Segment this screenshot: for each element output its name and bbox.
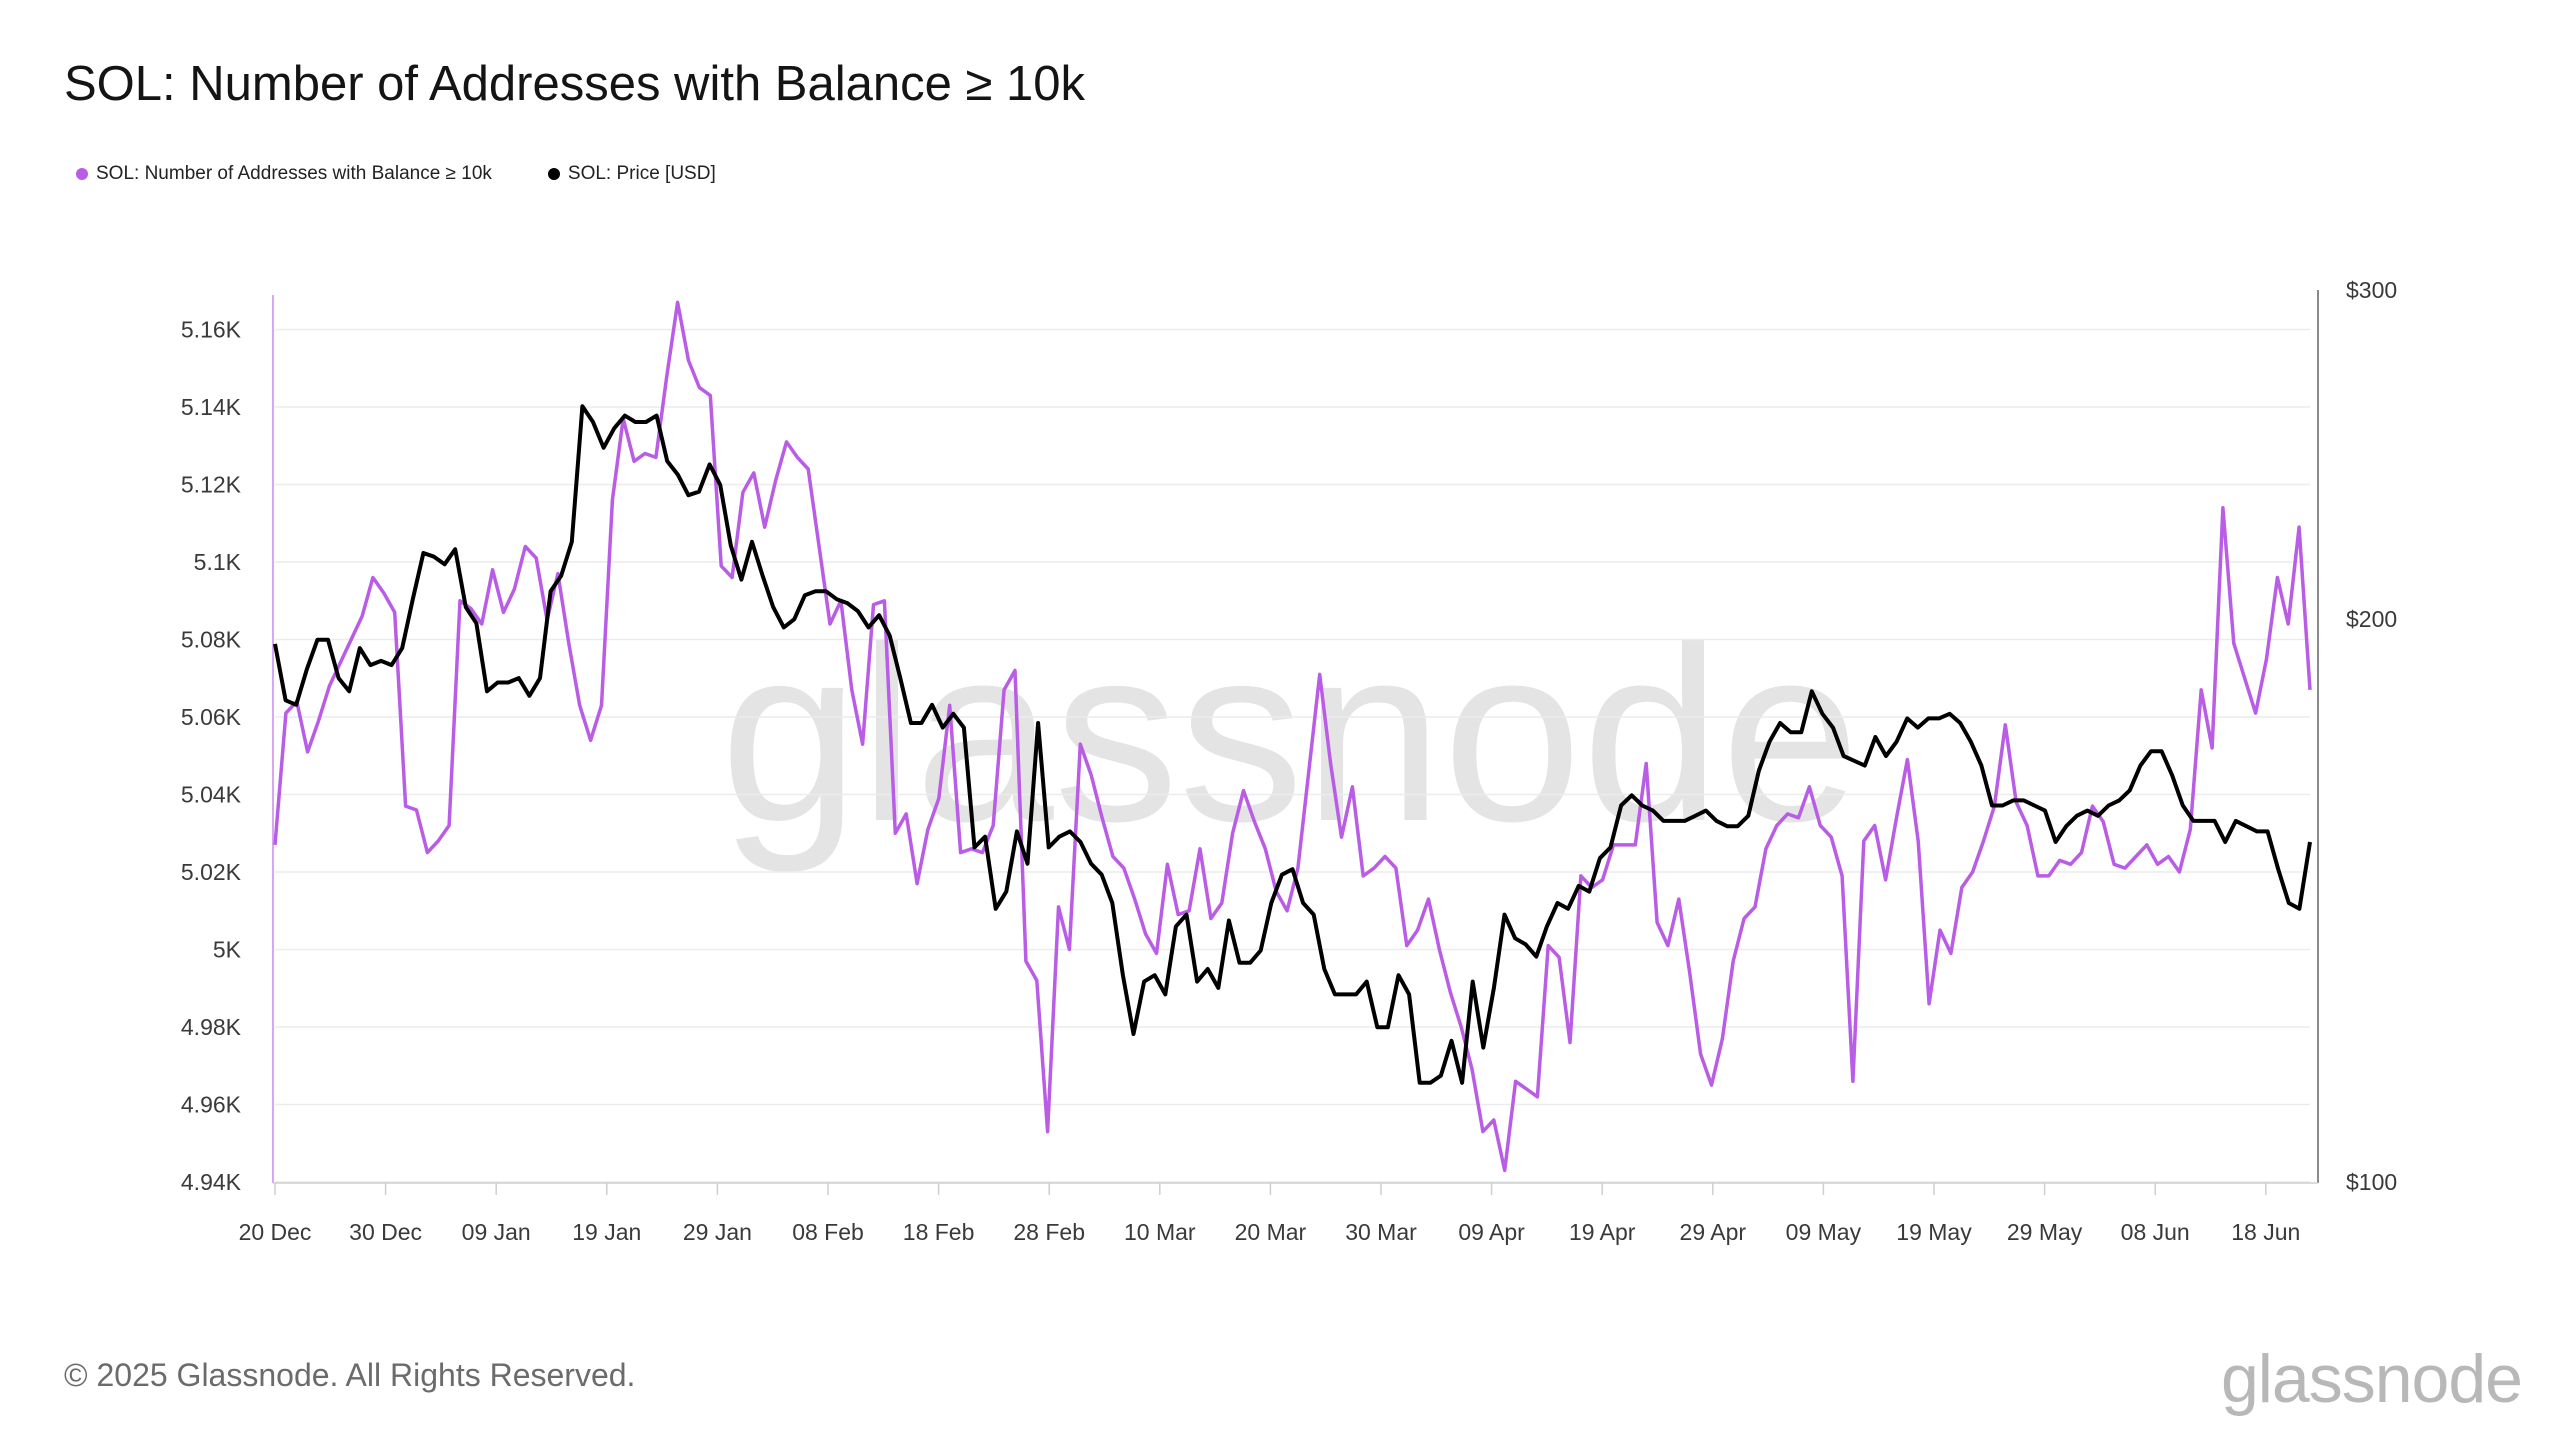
y-right-tick-label: $200 [2346, 606, 2397, 632]
y-left-tick-label: 5.1K [194, 549, 242, 575]
x-tick-label: 19 Jan [572, 1219, 641, 1245]
x-tick-label: 19 May [1896, 1219, 1972, 1245]
x-tick-label: 30 Mar [1345, 1219, 1417, 1245]
series-line-price[interactable] [273, 404, 2312, 1085]
legend-label-price: SOL: Price [USD] [567, 163, 716, 184]
x-tick-label: 18 Jun [2231, 1219, 2300, 1245]
y-left-tick-label: 5K [213, 937, 242, 963]
y-left-tick-label: 5.06K [181, 704, 242, 730]
legend-label-addresses: SOL: Number of Addresses with Balance ≥ … [96, 163, 492, 184]
y-left-tick-label: 5.02K [181, 859, 242, 885]
legend-dot-addresses [76, 168, 88, 180]
y-left-tick-label: 4.94K [181, 1169, 242, 1195]
x-tick-label: 29 Apr [1680, 1219, 1747, 1245]
series-line-addresses[interactable] [273, 300, 2312, 1173]
x-tick-label: 08 Jun [2121, 1219, 2190, 1245]
x-tick-label: 09 Jan [462, 1219, 531, 1245]
copyright-notice: © 2025 Glassnode. All Rights Reserved. [64, 1357, 636, 1393]
chart-title: SOL: Number of Addresses with Balance ≥ … [64, 57, 1086, 111]
x-tick-label: 29 Jan [683, 1219, 752, 1245]
x-tick-label: 20 Dec [239, 1219, 312, 1245]
axes: 5.16K 5.14K 5.12K 5.1K 5.08K 5.06K 5.04K 5.02K 5… [181, 277, 2397, 1245]
x-tick-label: 08 Feb [792, 1219, 864, 1245]
y-left-tick-label: 4.98K [181, 1014, 242, 1040]
x-tick-label: 10 Mar [1124, 1219, 1196, 1245]
x-tick-label: 19 Apr [1569, 1219, 1636, 1245]
gridlines [275, 328, 2310, 1183]
x-tick-label: 30 Dec [349, 1219, 422, 1245]
y-right-tick-label: $300 [2346, 277, 2397, 303]
y-left-tick-label: 4.96K [181, 1092, 242, 1118]
x-tick-label: 09 Apr [1458, 1219, 1525, 1245]
legend: SOL: Number of Addresses with Balance ≥ … [76, 163, 716, 185]
series-lines [273, 300, 2312, 1173]
y-left-tick-label: 5.14K [181, 394, 242, 420]
legend-item-price[interactable]: SOL: Price [USD] [547, 163, 716, 185]
x-tick-label: 20 Mar [1235, 1219, 1307, 1245]
x-tick-label: 29 May [2007, 1219, 2083, 1245]
y-left-tick-label: 5.04K [181, 782, 242, 808]
x-tick-label: 18 Feb [903, 1219, 975, 1245]
y-right-tick-label: $100 [2346, 1169, 2397, 1195]
watermark-logo: glassnode [720, 594, 1860, 873]
glassnode-logo: glassnode [2220, 1341, 2523, 1417]
x-tick-label: 28 Feb [1013, 1219, 1085, 1245]
y-left-tick-label: 5.16K [181, 317, 242, 343]
y-left-tick-label: 5.08K [181, 627, 242, 653]
y-left-tick-label: 5.12K [181, 472, 242, 498]
legend-item-addresses[interactable]: SOL: Number of Addresses with Balance ≥ … [76, 163, 492, 185]
x-tick-label: 09 May [1786, 1219, 1862, 1245]
legend-dot-price [547, 168, 560, 180]
